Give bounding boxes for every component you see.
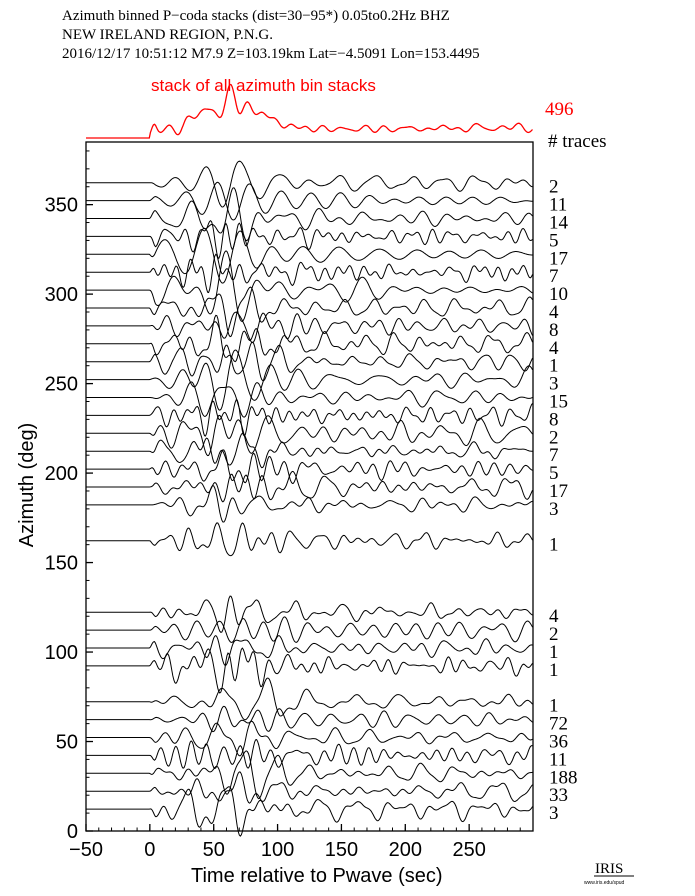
x-tick-label: 150	[325, 839, 358, 861]
azimuth-trace	[86, 771, 533, 804]
azimuth-trace	[86, 786, 533, 837]
azimuth-trace	[86, 634, 533, 666]
x-tick-label: 50	[203, 839, 225, 861]
azimuth-trace	[86, 720, 533, 757]
trace-count-label: 3	[549, 374, 559, 395]
trace-count-label: 3	[549, 803, 559, 824]
trace-count-label: 1	[549, 660, 559, 681]
trace-lines	[86, 160, 533, 837]
azimuth-trace	[86, 381, 533, 418]
trace-count-label: 10	[549, 284, 568, 305]
trace-count-label: 2	[549, 427, 559, 448]
azimuth-trace	[86, 432, 533, 469]
azimuth-trace	[86, 311, 533, 344]
azimuth-trace	[86, 705, 533, 733]
azimuth-trace	[86, 341, 533, 382]
azimuth-trace	[86, 349, 533, 411]
plot-frame	[85, 141, 534, 832]
y-tick-label: 200	[45, 463, 78, 485]
trace-count-labels: 2111451771048413158275173142111723611188…	[549, 177, 578, 824]
logo-subtext: www.iris.edu/spud	[584, 880, 625, 886]
y-tick-label: 250	[45, 374, 78, 396]
y-axis-label: Azimuth (deg)	[16, 423, 38, 548]
header-line-2: NEW IRELAND REGION, P.N.G.	[62, 27, 273, 43]
header-line-3: 2016/12/17 10:51:12 M7.9 Z=103.19km Lat=…	[62, 46, 480, 62]
trace-count-label: 11	[549, 195, 567, 216]
trace-count-label: 1	[549, 642, 559, 663]
trace-count-label: 72	[549, 714, 568, 735]
azimuth-trace	[86, 414, 533, 457]
trace-count-label: 2	[549, 624, 559, 645]
azimuth-trace	[86, 449, 533, 485]
trace-count-label: 4	[549, 606, 559, 627]
y-tick-label: 300	[45, 284, 78, 306]
trace-count-label: 17	[549, 481, 568, 502]
x-tick-label: 250	[452, 839, 485, 861]
trace-count-label: 14	[549, 213, 569, 234]
azimuth-trace	[86, 160, 533, 208]
trace-count-label: 7	[549, 445, 559, 466]
stack-count: 496	[545, 99, 574, 120]
y-tick-label: 0	[67, 821, 78, 843]
stack-trace	[86, 83, 533, 139]
azimuth-trace	[86, 739, 533, 770]
traces-count-header: # traces	[548, 131, 607, 152]
azimuth-trace	[86, 181, 533, 221]
trace-count-label: 33	[549, 785, 568, 806]
trace-count-label: 2	[549, 177, 559, 198]
azimuth-trace	[86, 227, 533, 284]
azimuth-trace	[86, 470, 533, 503]
trace-count-label: 5	[549, 463, 559, 484]
trace-count-label: 11	[549, 749, 567, 770]
azimuth-trace	[86, 647, 533, 694]
azimuth-trace	[86, 616, 533, 643]
iris-logo: IRIS www.iris.edu/spud	[584, 861, 634, 886]
stack-title: stack of all azimuth bin stacks	[151, 76, 376, 95]
header-line-1: Azimuth binned P−coda stacks (dist=30−95…	[62, 8, 450, 24]
azimuth-trace	[86, 286, 533, 338]
trace-count-label: 1	[549, 356, 559, 377]
trace-count-label: 1	[549, 535, 559, 556]
azimuth-trace	[86, 187, 533, 242]
x-tick-label: −50	[69, 839, 103, 861]
y-tick-label: 150	[45, 553, 78, 575]
trace-count-label: 7	[549, 266, 559, 287]
trace-count-label: 4	[549, 302, 559, 323]
trace-count-label: 5	[549, 230, 559, 251]
y-tick-label: 50	[56, 732, 78, 754]
trace-count-label: 15	[549, 392, 568, 413]
trace-count-label: 188	[549, 767, 578, 788]
trace-count-label: 1	[549, 696, 559, 717]
x-tick-label: 200	[389, 839, 422, 861]
logo-text: IRIS	[595, 861, 623, 877]
x-axis-label: Time relative to Pwave (sec)	[191, 865, 443, 887]
y-tick-label: 100	[45, 642, 78, 664]
trace-count-label: 4	[549, 338, 559, 359]
azimuth-trace	[86, 253, 533, 294]
azimuth-trace	[86, 750, 533, 800]
azimuth-trace	[86, 399, 533, 437]
y-tick-label: 350	[45, 195, 78, 217]
trace-count-label: 3	[549, 499, 559, 520]
azimuth-trace	[86, 677, 533, 721]
trace-count-label: 8	[549, 409, 559, 430]
azimuth-trace	[86, 220, 533, 260]
azimuth-trace	[86, 595, 533, 633]
x-tick-label: 100	[261, 839, 294, 861]
x-tick-label: 0	[144, 839, 155, 861]
azimuth-trace	[86, 314, 533, 363]
trace-count-label: 8	[549, 320, 559, 341]
trace-count-label: 17	[549, 248, 568, 269]
azimuth-trace	[86, 485, 533, 523]
trace-count-label: 36	[549, 732, 568, 753]
azimuth-trace	[86, 522, 533, 557]
